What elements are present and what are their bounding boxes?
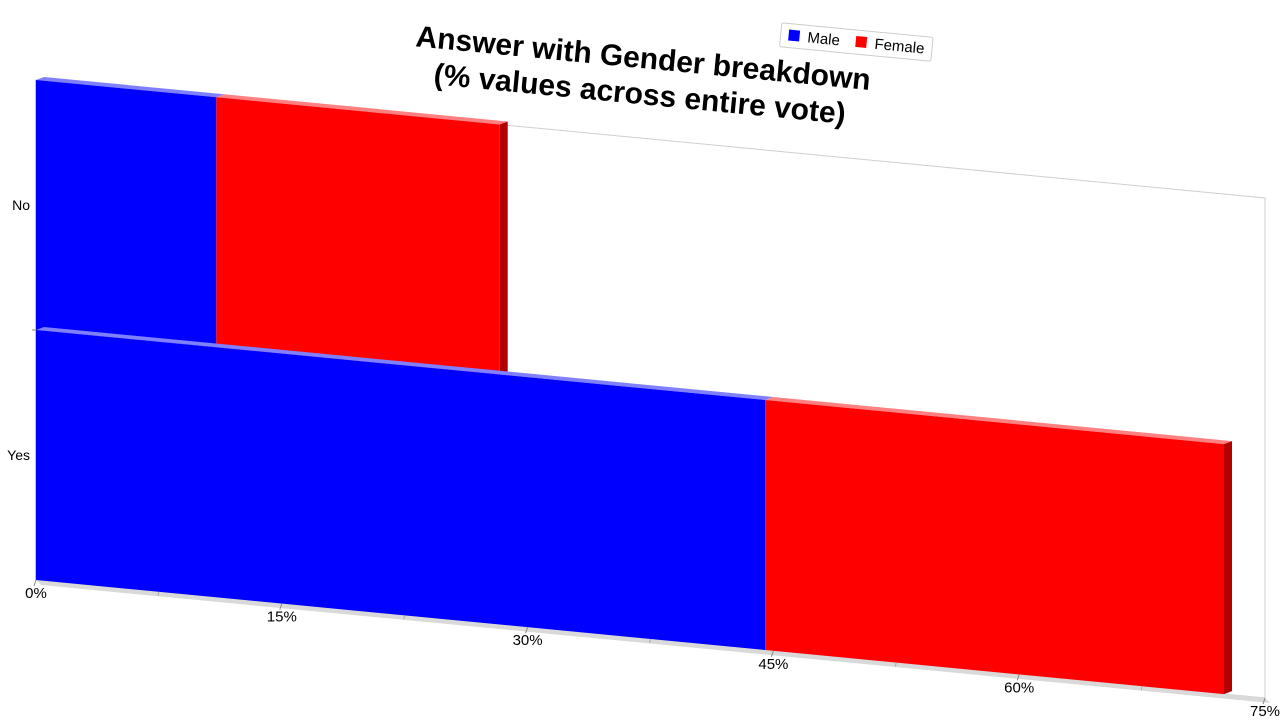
x-minor-tick: [649, 638, 651, 644]
bar-segment: [765, 400, 1224, 695]
x-tick: [1016, 674, 1020, 681]
x-tick: [770, 650, 774, 657]
x-minor-tick: [894, 662, 897, 667]
x-minor-tick: [1140, 686, 1143, 691]
bar-side-face: [499, 121, 508, 375]
x-tick-label: 75%: [1250, 703, 1280, 720]
legend-swatch: [788, 29, 801, 42]
x-tick: [279, 603, 283, 610]
bar-top-face: [36, 327, 774, 400]
bar-side-face: [1224, 441, 1232, 695]
bar-segment: [36, 330, 766, 650]
x-tick-label: 0%: [25, 585, 47, 602]
legend-entry: Male: [807, 29, 841, 49]
x-tick-label: 30%: [513, 632, 543, 649]
bar-segment: [36, 80, 217, 348]
x-minor-tick: [403, 615, 406, 620]
bar-top-face: [216, 94, 508, 125]
legend-entry: Female: [874, 36, 925, 58]
legend: Male Female: [779, 22, 934, 62]
legend-swatch: [855, 35, 868, 48]
bar-segment: [216, 97, 500, 375]
x-tick: [525, 627, 529, 634]
x-minor-tick: [157, 591, 160, 596]
category-label: Yes: [7, 447, 30, 463]
x-tick-label: 45%: [758, 656, 788, 673]
bar-top-face: [36, 77, 225, 98]
plot-floor: [36, 580, 1270, 703]
x-tick-label: 60%: [1004, 679, 1034, 696]
x-tick: [1262, 697, 1266, 705]
x-tick: [33, 579, 37, 587]
bar-top-face: [765, 397, 1232, 445]
x-tick-label: 15%: [267, 609, 297, 626]
category-label: No: [12, 197, 30, 213]
